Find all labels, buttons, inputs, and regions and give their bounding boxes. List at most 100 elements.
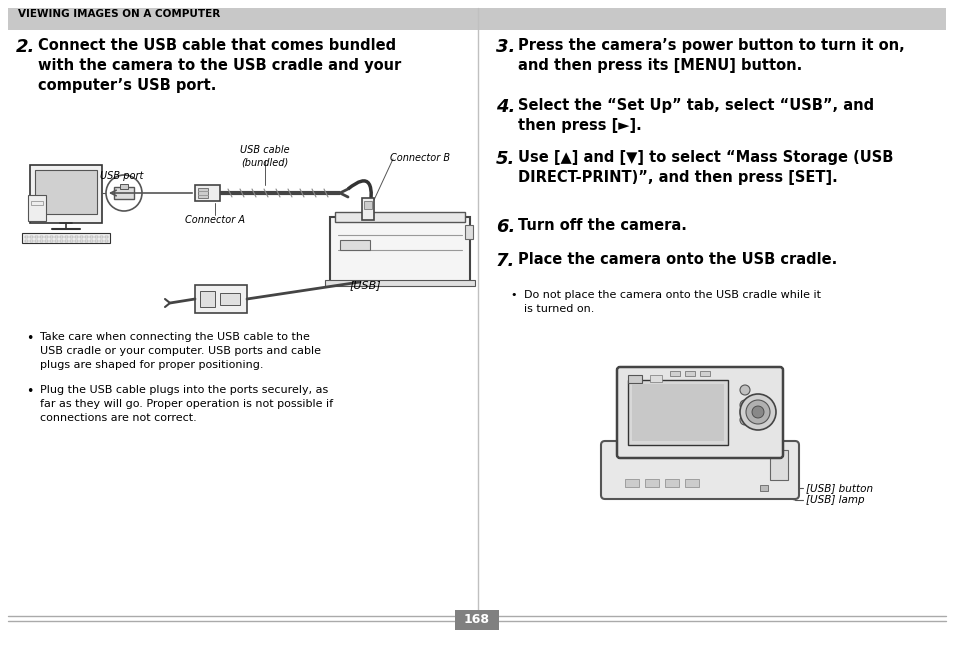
Bar bbox=[105, 236, 108, 238]
Bar bbox=[35, 240, 38, 242]
Text: 3.: 3. bbox=[496, 38, 515, 56]
Bar bbox=[95, 240, 98, 242]
Bar bbox=[464, 225, 473, 239]
FancyBboxPatch shape bbox=[600, 441, 799, 499]
Text: Do not place the camera onto the USB cradle while it
is turned on.: Do not place the camera onto the USB cra… bbox=[523, 290, 821, 314]
Bar bbox=[50, 236, 53, 238]
Bar bbox=[330, 217, 470, 282]
Bar bbox=[70, 240, 73, 242]
Bar bbox=[60, 236, 63, 238]
Bar bbox=[644, 479, 659, 487]
Bar bbox=[669, 371, 679, 376]
Text: Select the “Set Up” tab, select “USB”, and
then press [►].: Select the “Set Up” tab, select “USB”, a… bbox=[517, 98, 873, 133]
Text: Connector B: Connector B bbox=[390, 153, 450, 163]
Circle shape bbox=[740, 415, 749, 425]
Bar bbox=[198, 188, 208, 198]
Bar bbox=[65, 236, 68, 238]
Bar bbox=[50, 240, 53, 242]
Bar bbox=[40, 240, 43, 242]
Text: 6.: 6. bbox=[496, 218, 515, 236]
Bar bbox=[35, 170, 97, 214]
Bar bbox=[40, 236, 43, 238]
Bar bbox=[75, 240, 78, 242]
Bar bbox=[113, 187, 133, 199]
Text: [USB]: [USB] bbox=[349, 280, 380, 290]
Text: [USB] lamp: [USB] lamp bbox=[805, 495, 863, 505]
Bar bbox=[30, 165, 102, 223]
Text: Place the camera onto the USB cradle.: Place the camera onto the USB cradle. bbox=[517, 252, 837, 267]
Bar bbox=[30, 236, 33, 238]
Bar bbox=[65, 240, 68, 242]
Bar bbox=[619, 437, 780, 457]
Text: Press the camera’s power button to turn it on,
and then press its [MENU] button.: Press the camera’s power button to turn … bbox=[517, 38, 903, 73]
Text: [USB] button: [USB] button bbox=[805, 483, 872, 493]
Text: Connector A: Connector A bbox=[185, 215, 245, 225]
Bar bbox=[335, 212, 464, 222]
Bar bbox=[769, 450, 787, 480]
Bar bbox=[325, 280, 475, 286]
Bar bbox=[105, 240, 108, 242]
Bar bbox=[8, 8, 945, 30]
Bar bbox=[45, 236, 48, 238]
Bar bbox=[90, 236, 92, 238]
Bar bbox=[80, 240, 83, 242]
Bar bbox=[30, 240, 33, 242]
Bar bbox=[361, 198, 374, 220]
Circle shape bbox=[740, 385, 749, 395]
Circle shape bbox=[106, 175, 142, 211]
Text: VIEWING IMAGES ON A COMPUTER: VIEWING IMAGES ON A COMPUTER bbox=[18, 9, 220, 19]
Bar bbox=[60, 240, 63, 242]
Bar bbox=[364, 201, 372, 209]
Bar bbox=[760, 485, 767, 491]
Text: •: • bbox=[26, 385, 33, 398]
Text: 7.: 7. bbox=[496, 252, 515, 270]
Bar bbox=[455, 610, 498, 630]
Bar bbox=[120, 184, 128, 189]
Bar bbox=[684, 371, 695, 376]
FancyBboxPatch shape bbox=[617, 367, 782, 458]
Bar bbox=[90, 240, 92, 242]
Text: Plug the USB cable plugs into the ports securely, as
far as they will go. Proper: Plug the USB cable plugs into the ports … bbox=[40, 385, 333, 423]
Bar bbox=[25, 236, 28, 238]
Text: 5.: 5. bbox=[496, 150, 515, 168]
Text: 4.: 4. bbox=[496, 98, 515, 116]
Bar bbox=[194, 185, 220, 201]
Bar bbox=[80, 236, 83, 238]
Bar bbox=[664, 479, 679, 487]
Bar bbox=[85, 236, 88, 238]
Circle shape bbox=[745, 400, 769, 424]
Bar bbox=[35, 236, 38, 238]
Bar bbox=[55, 240, 58, 242]
Text: Turn off the camera.: Turn off the camera. bbox=[517, 218, 686, 233]
Text: USB port: USB port bbox=[100, 171, 144, 181]
Bar bbox=[100, 240, 103, 242]
Bar bbox=[624, 479, 639, 487]
Bar bbox=[627, 380, 727, 445]
Bar bbox=[0, 0, 953, 8]
Text: Take care when connecting the USB cable to the
USB cradle or your computer. USB : Take care when connecting the USB cable … bbox=[40, 332, 320, 370]
Bar bbox=[700, 371, 709, 376]
Bar bbox=[45, 240, 48, 242]
Text: Use [▲] and [▼] to select “Mass Storage (USB
DIRECT-PRINT)”, and then press [SET: Use [▲] and [▼] to select “Mass Storage … bbox=[517, 150, 892, 185]
Bar bbox=[200, 291, 214, 307]
Text: Connect the USB cable that comes bundled
with the camera to the USB cradle and y: Connect the USB cable that comes bundled… bbox=[38, 38, 401, 92]
Bar bbox=[100, 236, 103, 238]
Circle shape bbox=[740, 400, 749, 410]
Text: •: • bbox=[26, 332, 33, 345]
Bar bbox=[85, 240, 88, 242]
Bar bbox=[25, 240, 28, 242]
Bar bbox=[631, 384, 723, 441]
Text: 2.: 2. bbox=[16, 38, 35, 56]
Circle shape bbox=[751, 406, 763, 418]
Bar bbox=[649, 375, 661, 382]
Text: 168: 168 bbox=[463, 613, 490, 626]
Text: USB cable
(bundled): USB cable (bundled) bbox=[240, 145, 290, 167]
Bar bbox=[684, 479, 699, 487]
Bar bbox=[627, 375, 641, 383]
Bar bbox=[70, 236, 73, 238]
Bar bbox=[95, 236, 98, 238]
Text: •: • bbox=[510, 290, 516, 300]
Bar bbox=[30, 201, 43, 205]
Bar bbox=[75, 236, 78, 238]
Bar bbox=[220, 293, 240, 305]
